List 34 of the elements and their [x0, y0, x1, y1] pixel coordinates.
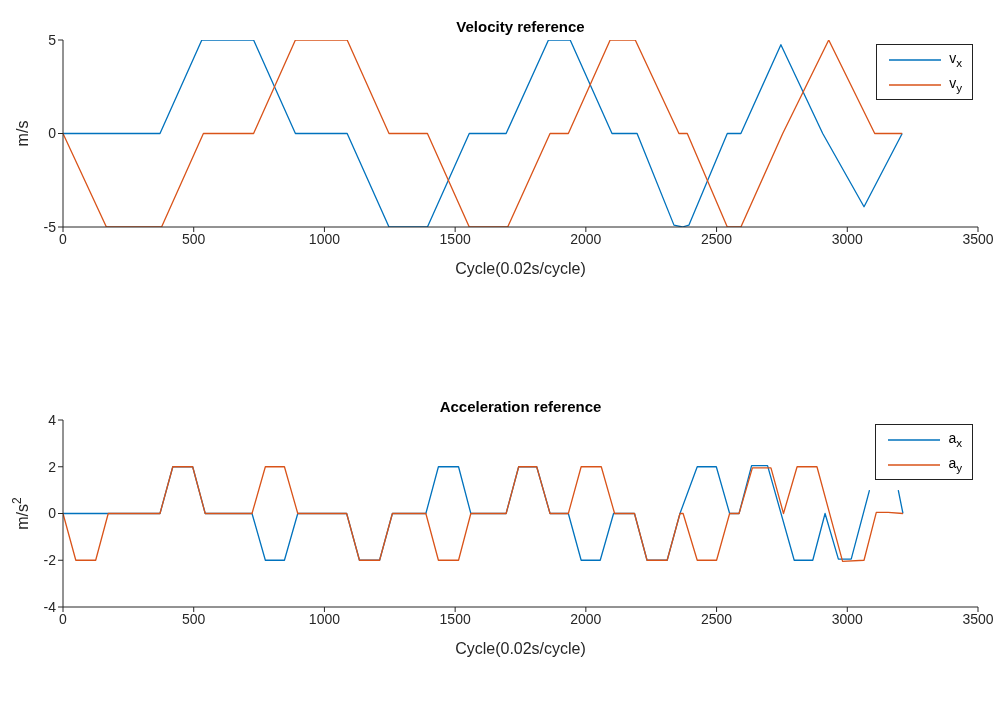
legend-label: a$_{y}$ — [948, 455, 962, 474]
legend-label: v$_{y}$ — [949, 75, 962, 94]
x-axis-title: Cycle(0.02s/cycle) — [455, 260, 586, 277]
x-tick-label: 2500 — [700, 610, 733, 627]
y-axis-title: m/s — [14, 120, 31, 147]
x-tick-label: 3500 — [962, 230, 994, 247]
y-tick-label: 4 — [48, 411, 57, 428]
x-tick-label: 2000 — [570, 610, 602, 627]
y-tick-label: 0 — [48, 125, 57, 142]
y-tick-label: 5 — [48, 31, 57, 48]
legend-label: v$_{x}$ — [949, 50, 962, 69]
x-tick-label: 3500 — [962, 610, 994, 627]
chart-title: Velocity reference — [455, 18, 586, 35]
x-tick-label: 1500 — [439, 230, 471, 247]
line-series — [63, 40, 903, 227]
y-tick-label: -5 — [43, 218, 57, 235]
x-tick-label: 1500 — [439, 610, 471, 627]
y-tick-label: -4 — [43, 598, 57, 615]
y-tick-label: -2 — [43, 552, 57, 569]
x-axis-title: Cycle(0.02s/cycle) — [455, 640, 586, 657]
x-tick-label: 500 — [182, 230, 206, 247]
x-tick-label: 500 — [182, 610, 206, 627]
x-tick-label: 2500 — [700, 230, 733, 247]
x-tick-label: 3000 — [831, 230, 864, 247]
x-tick-label: 0 — [59, 230, 68, 247]
x-tick-label: 1000 — [308, 230, 341, 247]
chart-title: Acceleration reference — [438, 398, 603, 415]
x-tick-label: 0 — [59, 610, 68, 627]
x-tick-label: 1000 — [308, 610, 341, 627]
legend-label: a$_{x}$ — [948, 430, 962, 449]
y-tick-label: 0 — [48, 505, 57, 522]
x-tick-label: 2000 — [570, 230, 602, 247]
y-tick-label: 2 — [48, 458, 57, 475]
x-tick-label: 3000 — [831, 610, 864, 627]
